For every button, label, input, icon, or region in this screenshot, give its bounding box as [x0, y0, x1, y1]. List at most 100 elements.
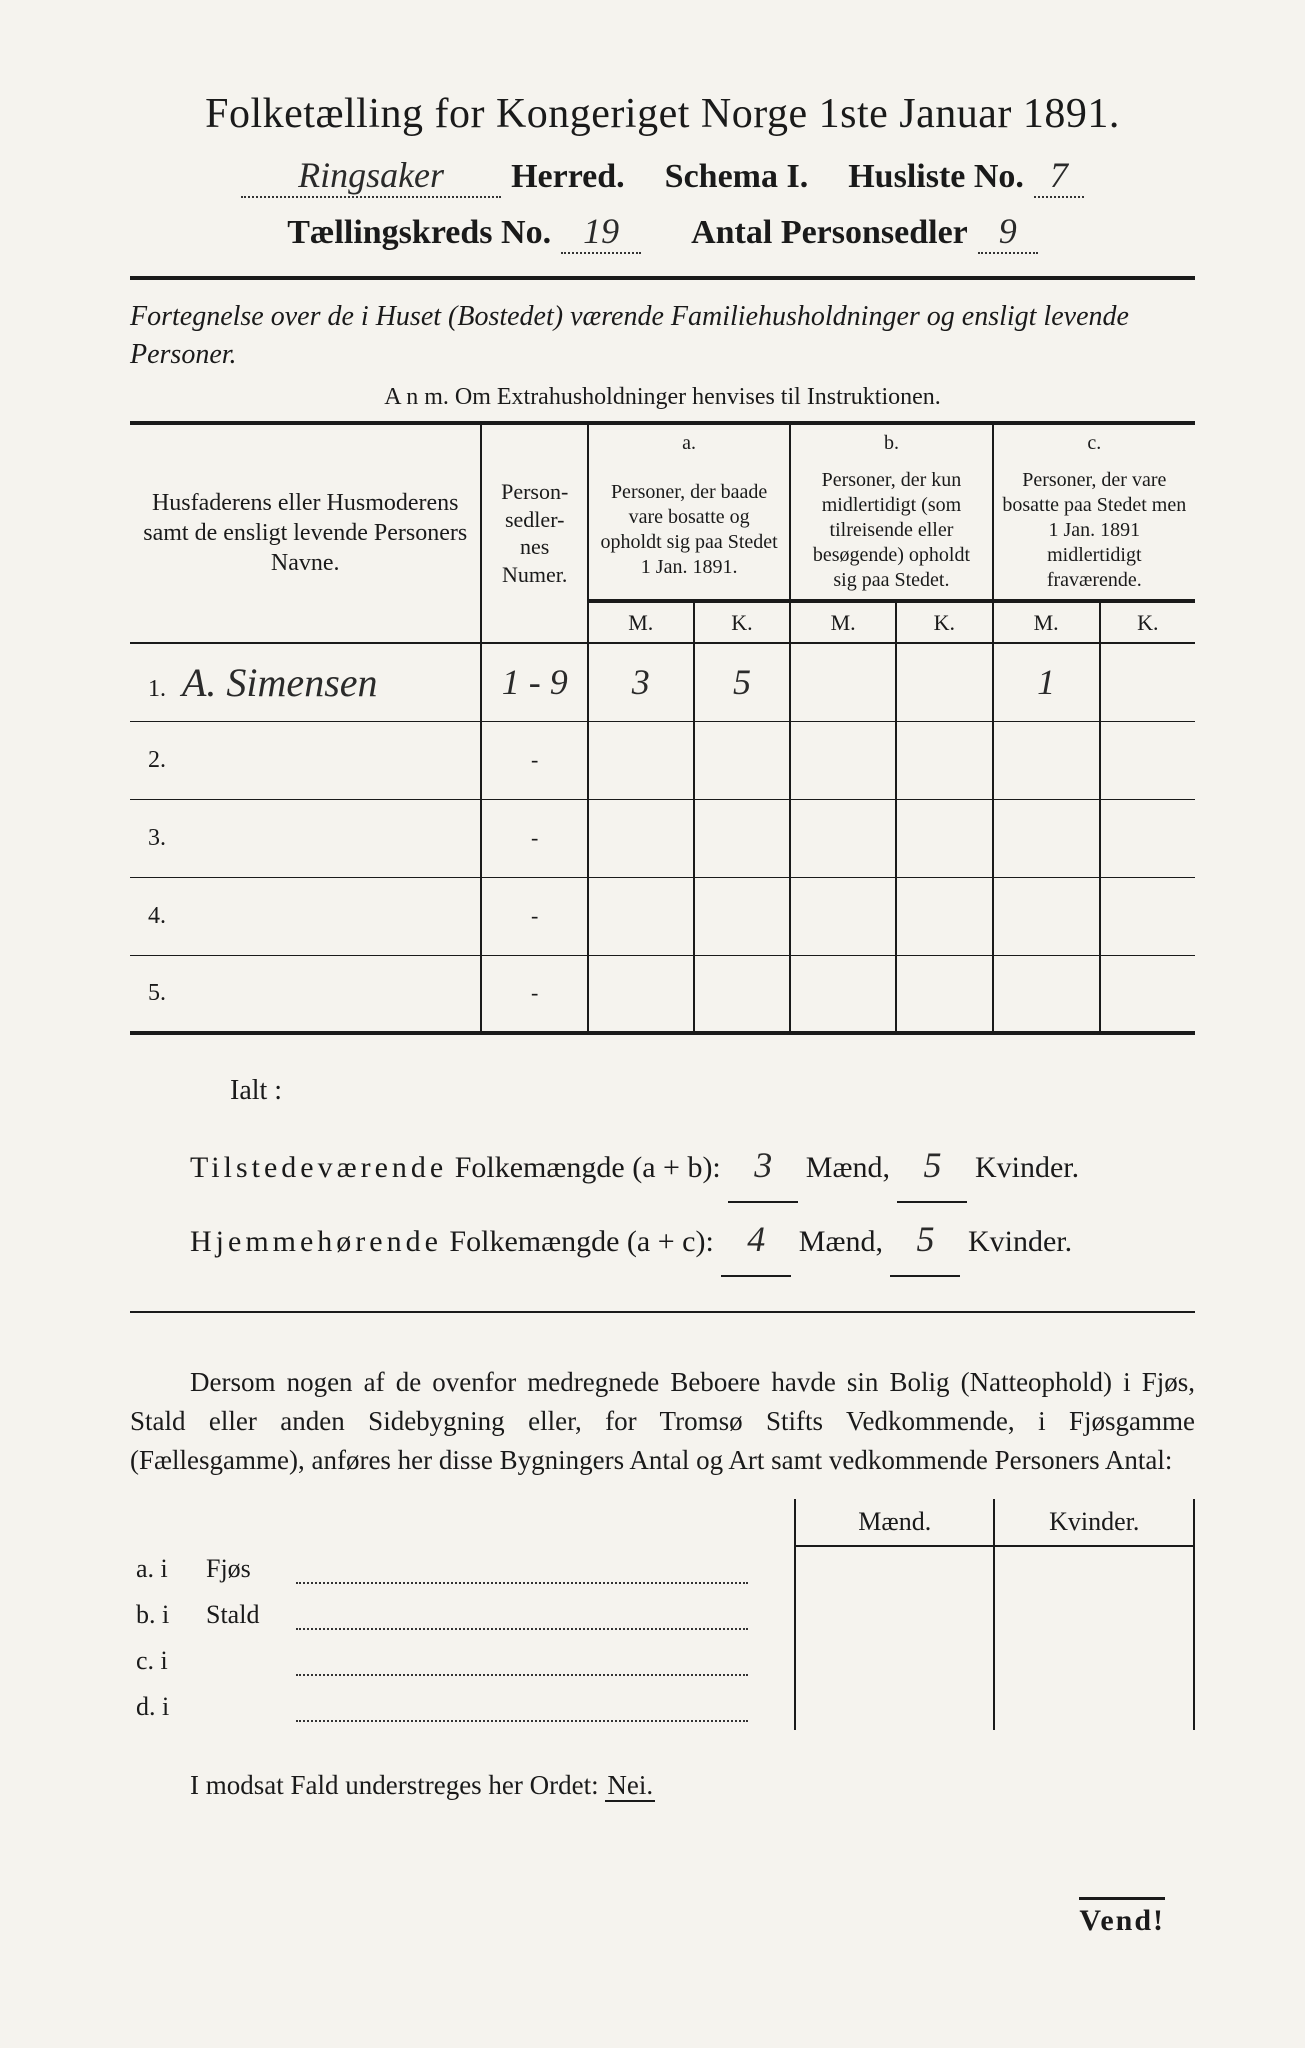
- cell-numer: -: [481, 955, 588, 1033]
- anm-note: A n m. Om Extrahusholdninger henvises ti…: [130, 384, 1195, 411]
- cell-numer: -: [481, 799, 588, 877]
- header-line-2: Tællingskreds No. 19 Antal Personsedler …: [130, 210, 1195, 254]
- page-title: Folketælling for Kongeriget Norge 1ste J…: [130, 90, 1195, 138]
- cell-cK: [1100, 721, 1195, 799]
- table-row: 3. -: [130, 799, 1195, 877]
- cell-cM: [993, 799, 1100, 877]
- cell-aK: [694, 799, 791, 877]
- schema-label: Schema I.: [665, 158, 809, 196]
- building-k: [994, 1684, 1194, 1730]
- ialt-label: Ialt :: [190, 1063, 1195, 1119]
- cell-cK: [1100, 643, 1195, 721]
- col-a-m: M.: [588, 601, 694, 644]
- building-k: [994, 1592, 1194, 1638]
- cell-bM: [790, 877, 896, 955]
- mk-maend: Mænd.: [795, 1499, 994, 1546]
- cell-aK: 5: [694, 643, 791, 721]
- col-names: Husfaderens eller Husmoderens samt de en…: [130, 423, 481, 644]
- col-c-k: K.: [1100, 601, 1195, 644]
- ialt-kvinder-1: Kvinder.: [975, 1151, 1079, 1184]
- ialt-1k: 5: [897, 1129, 967, 1203]
- col-c-label: c.: [993, 423, 1195, 462]
- building-m: [795, 1592, 994, 1638]
- ialt-line-2: Hjemmehørende Folkemængde (a + c): 4 Mæn…: [190, 1203, 1195, 1277]
- cell-aM: 3: [588, 643, 694, 721]
- table-row: 1. A. Simensen1 - 935 1: [130, 643, 1195, 721]
- cell-cM: [993, 877, 1100, 955]
- col-b-m: M.: [790, 601, 896, 644]
- cell-aM: [588, 799, 694, 877]
- cell-bM: [790, 955, 896, 1033]
- cell-aM: [588, 955, 694, 1033]
- cell-aM: [588, 877, 694, 955]
- row-label: 5.: [130, 955, 481, 1033]
- building-row: a. iFjøs: [130, 1546, 1194, 1592]
- col-numer: Person-sedler-nes Numer.: [481, 423, 588, 644]
- building-label: d. i: [130, 1684, 795, 1730]
- mk-kvinder: Kvinder.: [994, 1499, 1194, 1546]
- table-row: 4. -: [130, 877, 1195, 955]
- building-m: [795, 1684, 994, 1730]
- cell-bM: [790, 721, 896, 799]
- table-row: 5. -: [130, 955, 1195, 1033]
- husliste-label: Husliste No.: [848, 158, 1024, 196]
- table-row: 2. -: [130, 721, 1195, 799]
- footer-text: I modsat Fald understreges her Ordet:: [190, 1770, 599, 1800]
- col-b-k: K.: [896, 601, 993, 644]
- building-label: a. iFjøs: [130, 1546, 795, 1592]
- cell-cK: [1100, 955, 1195, 1033]
- cell-cK: [1100, 799, 1195, 877]
- ialt-2b: Folkemængde (a + c):: [449, 1225, 713, 1258]
- col-a-text: Personer, der baade vare bosatte og opho…: [588, 462, 790, 601]
- antal-label: Antal Personsedler: [691, 214, 968, 252]
- ialt-2a: Hjemmehørende: [190, 1225, 442, 1258]
- ialt-1a: Tilstedeværende: [190, 1151, 447, 1184]
- cell-aK: [694, 877, 791, 955]
- ialt-line-1: Tilstedeværende Folkemængde (a + b): 3 M…: [190, 1129, 1195, 1203]
- cell-bM: [790, 799, 896, 877]
- subtitle: Fortegnelse over de i Huset (Bostedet) v…: [130, 298, 1195, 374]
- antal-value: 9: [978, 210, 1038, 254]
- cell-numer: 1 - 9: [481, 643, 588, 721]
- cell-bK: [896, 643, 993, 721]
- cell-numer: -: [481, 721, 588, 799]
- cell-cK: [1100, 877, 1195, 955]
- cell-bM: [790, 643, 896, 721]
- husliste-value: 7: [1034, 154, 1084, 198]
- cell-bK: [896, 877, 993, 955]
- herred-label: Herred.: [511, 158, 625, 196]
- building-label: c. i: [130, 1638, 795, 1684]
- ialt-maend-2: Mænd,: [799, 1225, 883, 1258]
- census-table: Husfaderens eller Husmoderens samt de en…: [130, 421, 1195, 1036]
- ialt-maend-1: Mænd,: [806, 1151, 890, 1184]
- building-k: [994, 1638, 1194, 1684]
- divider: [130, 276, 1195, 280]
- building-row: d. i: [130, 1684, 1194, 1730]
- row-label: 1. A. Simensen: [130, 643, 481, 721]
- row-label: 2.: [130, 721, 481, 799]
- col-b-label: b.: [790, 423, 992, 462]
- building-paragraph: Dersom nogen af de ovenfor medregnede Be…: [130, 1363, 1195, 1480]
- nei-word: Nei.: [605, 1770, 655, 1802]
- building-label: b. iStald: [130, 1592, 795, 1638]
- ialt-kvinder-2: Kvinder.: [968, 1225, 1072, 1258]
- col-a-k: K.: [694, 601, 791, 644]
- col-b-text: Personer, der kun midlertidigt (som tilr…: [790, 462, 992, 601]
- building-row: c. i: [130, 1638, 1194, 1684]
- cell-bK: [896, 799, 993, 877]
- row-label: 4.: [130, 877, 481, 955]
- col-c-m: M.: [993, 601, 1100, 644]
- ialt-1m: 3: [728, 1129, 798, 1203]
- vend-label: Vend!: [1079, 1897, 1165, 1938]
- divider-2: [130, 1311, 1195, 1313]
- building-m: [795, 1546, 994, 1592]
- header-line-1: Ringsaker Herred. Schema I. Husliste No.…: [130, 154, 1195, 198]
- ialt-block: Ialt : Tilstedeværende Folkemængde (a + …: [130, 1063, 1195, 1277]
- cell-bK: [896, 721, 993, 799]
- footer-line: I modsat Fald understreges her Ordet: Ne…: [130, 1770, 1195, 1801]
- row-label: 3.: [130, 799, 481, 877]
- cell-cM: 1: [993, 643, 1100, 721]
- ialt-2m: 4: [721, 1203, 791, 1277]
- cell-aK: [694, 955, 791, 1033]
- ialt-2k: 5: [890, 1203, 960, 1277]
